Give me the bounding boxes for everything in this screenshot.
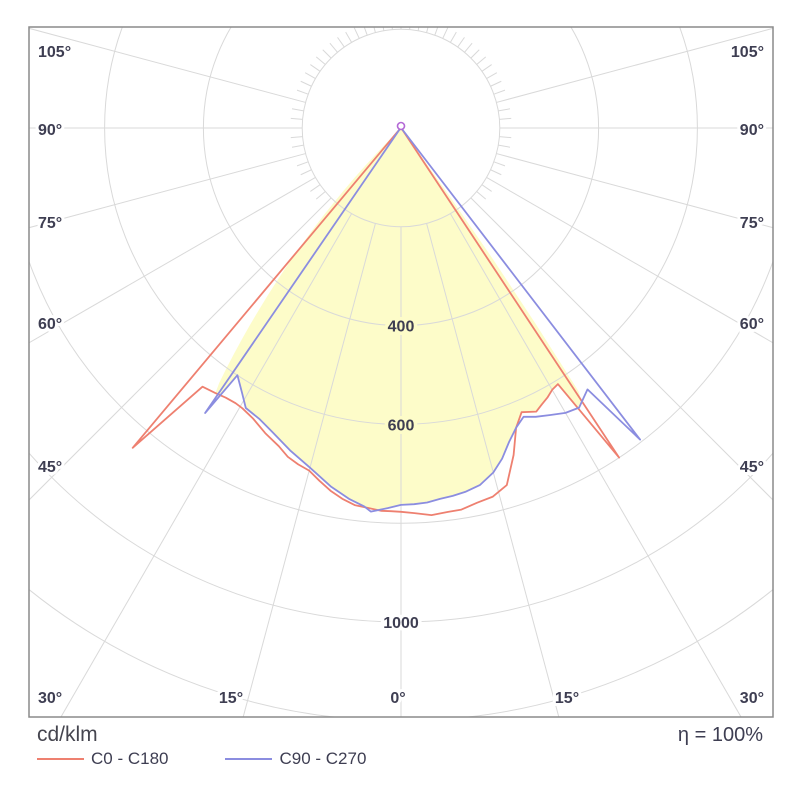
grid-minor-tick [337,37,345,48]
grid-minor-tick [470,49,480,59]
curve-c90-c270 [204,127,641,513]
grid-minor-tick [353,27,360,39]
c0-c180-label: C0 - C180 [91,749,169,768]
grid-minor-tick [481,184,492,192]
angle-label-bottom-0: 15° [219,690,243,707]
angle-label-bottom-1: 0° [390,690,405,707]
grid-minor-tick [304,72,316,80]
grid-minor-tick [291,144,304,148]
angle-label-left-1: 90° [38,122,62,139]
grid-minor-tick [363,27,368,36]
angle-label-left-4: 45° [38,459,62,476]
grid-minor-tick [300,169,312,176]
grid-minor-tick [426,27,429,33]
grid-minor-tick [310,64,321,72]
grid-minor-tick [490,169,502,176]
angle-label-left-3: 60° [38,316,62,333]
grid-minor-tick [493,161,506,167]
grid-radial-line [486,176,773,344]
legend-item-c0-c180: C0 - C180 [37,749,168,769]
c90-c270-line-swatch [225,758,273,760]
grid-minor-tick [290,117,303,120]
beam-fill-region [215,128,582,511]
angle-label-right-3: 75° [740,215,764,232]
grid-minor-tick [417,27,420,31]
grid-minor-tick [476,56,487,65]
grid-minor-tick [409,27,411,30]
grid-minor-tick [457,37,465,48]
grid-minor-tick [464,42,473,53]
grid-minor-tick [498,144,511,148]
grid-radial-line [496,27,773,103]
grid-minor-tick [434,27,439,36]
legend-row: C0 - C180 C90 - C270 [37,749,763,769]
grid-radial-line [29,197,332,501]
grid-minor-tick [300,80,312,87]
unit-label: cd/klm [37,723,98,746]
grid-minor-tick [290,136,303,139]
curve-c0-c180 [131,127,620,516]
grid-radial-line [242,223,376,717]
grid-minor-tick [476,191,487,200]
grid-minor-tick [373,27,376,33]
grid-radial-line [496,153,773,229]
angle-label-right-0: 30° [740,690,764,707]
radial-value-label-600: 600 [388,417,415,434]
grid-radial-line [29,27,306,103]
grid-minor-tick [449,31,457,43]
angle-label-right-5: 105° [731,44,764,61]
grid-minor-tick [329,42,338,53]
c90-c270-label: C90 - C270 [279,749,367,768]
angle-label-right-2: 60° [740,316,764,333]
angle-label-left-0: 105° [38,44,71,61]
grid-minor-tick [486,72,498,80]
grid-minor-tick [322,49,332,59]
grid-radial-line [29,176,316,344]
grid-minor-tick [391,27,393,30]
c0-c180-line-swatch [37,758,84,760]
grid-minor-tick [442,27,449,39]
angle-label-right-1: 45° [740,459,764,476]
legend-item-c90-c270: C90 - C270 [225,749,366,769]
grid-minor-tick [310,184,321,192]
grid-minor-tick [296,161,309,167]
grid-minor-tick [296,89,309,95]
radial-value-label-1000: 1000 [383,615,419,632]
origin-marker [396,121,406,131]
grid-minor-tick [291,108,304,112]
grid-minor-tick [481,64,492,72]
grid-minor-tick [499,136,512,139]
grid-radial-line [470,197,773,501]
grid-minor-tick [490,80,502,87]
light-output-ratio-label: η = 100% [677,724,763,746]
grid-minor-tick [493,89,506,95]
chart-frame [28,26,774,718]
grid-radial-line [60,213,353,717]
legend: cd/klm C0 - C180 C90 - C270 [37,724,763,772]
grid-radial-line [426,223,560,717]
angle-label-right-4: 90° [740,122,764,139]
grid-minor-tick [315,56,326,65]
grid-minor-tick [345,31,353,43]
grid-radial-line [29,153,306,229]
grid-minor-tick [382,27,385,31]
angle-label-left-2: 75° [38,215,62,232]
grid-minor-tick [499,117,512,120]
angle-label-bottom-2: 15° [555,690,579,707]
radial-value-label-400: 400 [388,319,415,336]
grid-minor-tick [498,108,511,112]
grid-minor-tick [315,191,326,200]
angle-label-left-5: 30° [38,690,62,707]
